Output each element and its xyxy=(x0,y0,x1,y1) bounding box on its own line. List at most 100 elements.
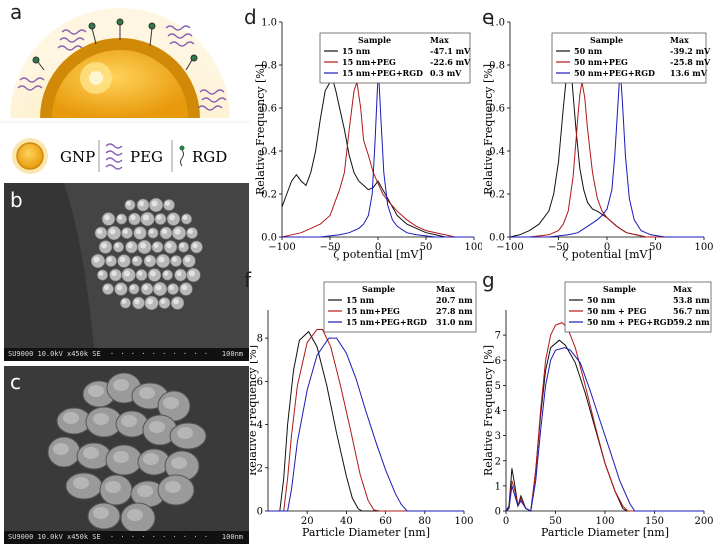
panel-label-a: a xyxy=(10,0,23,24)
legend-series-name: 15 nm+PEG+RGD xyxy=(342,68,423,78)
y-tick-label: 4 xyxy=(257,420,263,431)
x-tick-label: 200 xyxy=(694,516,713,527)
y-tick-label: 0 xyxy=(257,507,263,518)
x-tick-label: 0 xyxy=(604,242,610,253)
legend-series-name: 50 nm+PEG xyxy=(574,57,628,67)
y-tick-label: 1.0 xyxy=(489,18,505,29)
legend-series-name: 15 nm+PEG xyxy=(342,57,396,67)
x-axis-label: ζ potential [mV] xyxy=(333,248,423,261)
sem-particle-highlight xyxy=(165,481,181,493)
y-tick-label: 0.4 xyxy=(261,147,277,158)
y-tick-label: 6 xyxy=(257,377,263,388)
x-tick-label: 0 xyxy=(375,242,381,253)
x-axis-label: Particle Diameter [nm] xyxy=(302,526,430,539)
legend-series-name: 50 nm xyxy=(587,295,616,305)
legend-series-name: 15 nm xyxy=(346,295,375,305)
sem-particle-highlight xyxy=(123,270,131,277)
sem-particle-highlight xyxy=(145,256,152,263)
legend-box xyxy=(319,32,471,84)
legend-series-max: 20.7 nm xyxy=(436,295,473,305)
sem-particle-highlight xyxy=(93,507,109,519)
sem-particle-highlight xyxy=(137,485,153,497)
y-tick-label: 0.2 xyxy=(261,190,277,201)
legend-series-max: 13.6 mV xyxy=(670,68,708,78)
series-line xyxy=(268,337,464,512)
sem-particle-highlight xyxy=(113,451,129,463)
y-tick-label: 2 xyxy=(495,456,501,467)
sem-particle-highlight xyxy=(187,228,194,235)
sem-particle-highlight xyxy=(156,214,162,221)
sem-scale-bar: · · · · · · · · · · xyxy=(109,533,209,541)
sem-particle-highlight xyxy=(163,397,179,409)
sem-particle-highlight xyxy=(142,284,149,291)
legend-box xyxy=(323,281,477,333)
legend-series-max: 0.3 mV xyxy=(430,68,462,78)
series-line xyxy=(510,67,704,238)
legend-series-name: 15 nm+PEG xyxy=(346,306,400,316)
sem-particle-highlight xyxy=(135,228,142,235)
sem-particle-highlight xyxy=(101,242,107,249)
sem-particle-highlight xyxy=(166,242,172,249)
sem-particle-highlight xyxy=(160,298,166,305)
panel-label-g: g xyxy=(482,268,495,292)
sem-particle-highlight xyxy=(142,214,150,221)
sem-particle-highlight xyxy=(171,256,178,263)
series-line xyxy=(282,67,474,238)
sem-particle-highlight xyxy=(83,447,99,459)
sem-particle-highlight xyxy=(116,284,123,291)
legend-header-sample: Sample xyxy=(362,284,395,294)
y-axis-label: Relative Frequency [%] xyxy=(254,64,267,195)
sem-particle-highlight xyxy=(150,270,156,277)
sem-particle-highlight xyxy=(126,201,131,206)
x-tick-label: 100 xyxy=(694,242,713,253)
x-tick-label: 50 xyxy=(549,516,562,527)
sem-particle-highlight xyxy=(168,284,175,291)
legend-series-name: 50 nm + PEG xyxy=(587,306,647,316)
sem-particle-highlight xyxy=(63,412,79,424)
x-tick-label: 20 xyxy=(301,516,314,527)
x-tick-label: 50 xyxy=(649,242,662,253)
y-tick-label: 1 xyxy=(495,481,501,492)
legend-series-name: 15 nm xyxy=(342,46,371,56)
legend-gnp-label: GNP xyxy=(60,148,95,166)
legend-series-max: -39.2 mV xyxy=(670,46,711,56)
sem-particle-highlight xyxy=(158,256,165,263)
sem-particle-highlight xyxy=(149,229,154,234)
series-line xyxy=(281,79,474,238)
legend-series-max: 59.2 nm xyxy=(673,317,710,327)
sem-particle-highlight xyxy=(114,243,120,248)
y-tick-label: 1.0 xyxy=(261,18,277,29)
legend-header-max: Max xyxy=(436,284,455,294)
sem-particle-highlight xyxy=(117,215,123,220)
legend-series-name: 50 nm+PEG+RGD xyxy=(574,68,655,78)
sem-particle-highlight xyxy=(130,214,136,221)
legend-header-max: Max xyxy=(670,35,689,45)
rgd-ligands xyxy=(32,18,198,71)
legend-series-max: -22.6 mV xyxy=(430,57,471,67)
y-axis-label: Relative Frequency [%] xyxy=(482,345,495,476)
y-axis-label: Relative Frequency [%] xyxy=(250,345,259,476)
legend-header-sample: Sample xyxy=(358,35,391,45)
x-tick-label: 50 xyxy=(420,242,433,253)
x-tick-label: 100 xyxy=(464,242,482,253)
legend-header-sample: Sample xyxy=(603,284,636,294)
sem-particle-highlight xyxy=(106,256,113,263)
x-tick-label: 150 xyxy=(645,516,664,527)
sem-particle-highlight xyxy=(73,477,89,489)
legend-header-sample: Sample xyxy=(590,35,623,45)
sem-info-bar: SU9000 10.0kV x450k SE 100nm · · · · · ·… xyxy=(4,531,249,544)
y-tick-label: 5 xyxy=(495,381,501,392)
legend-series-max: 53.8 nm xyxy=(673,295,710,305)
sem-particle-highlight xyxy=(98,271,104,276)
zeta-chart-15nm: −100 −50 0 50 100 0.0 0.2 0.4 0.6 0.8 1.0 ζ potenti… xyxy=(254,18,482,262)
rgd-legend-icon xyxy=(179,145,185,167)
y-tick-label: 0.2 xyxy=(489,190,505,201)
sem-particle-highlight xyxy=(153,242,159,249)
sem-particle-highlight xyxy=(188,270,196,277)
y-tick-label: 0.6 xyxy=(261,104,277,115)
x-tick-label: 100 xyxy=(454,516,473,527)
x-tick-label: −50 xyxy=(319,242,340,253)
sem-image-50nm: SU9000 10.0kV x450k SE 100nm · · · · · ·… xyxy=(4,366,249,544)
sem-particle-highlight xyxy=(93,256,100,263)
sem-scale-bar: · · · · · · · · · · xyxy=(109,350,209,358)
